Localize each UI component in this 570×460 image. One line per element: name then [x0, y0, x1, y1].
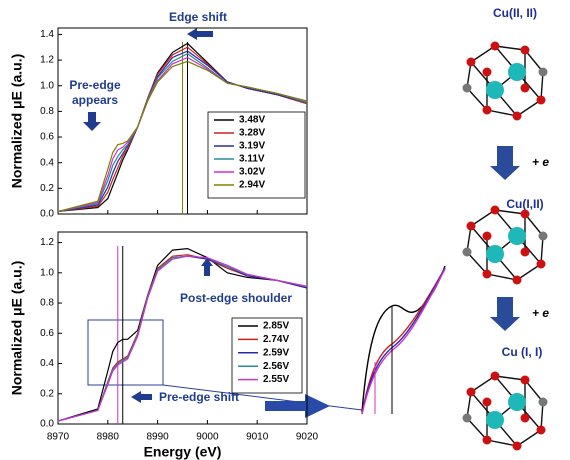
annotation: Pre-edge shift	[159, 390, 239, 404]
annotation: appears	[72, 93, 118, 107]
annotation: Post-edge shoulder	[180, 291, 292, 305]
page: {"chart_data": [ {"type": "line", "ylabe…	[0, 0, 570, 460]
y-tick-label: 1.2	[40, 55, 54, 66]
y-axis-label: Normalized μE (a.u.)	[9, 54, 25, 189]
cluster	[463, 206, 548, 285]
y-tick-label: 1.4	[40, 29, 54, 40]
y-tick-label: 0.8	[40, 106, 54, 117]
y-tick-label: 0.6	[40, 328, 54, 339]
state-label: Cu(I,II)	[506, 197, 543, 211]
legend-label: 2.55V	[263, 374, 289, 385]
y-tick-label: 0.8	[40, 298, 54, 309]
annotation: Pre-edge	[69, 78, 121, 92]
x-tick-label: 9020	[296, 432, 319, 443]
legend-label: 2.59V	[263, 347, 289, 358]
step-label: + e	[532, 306, 549, 320]
arrow	[187, 28, 213, 40]
arrow	[490, 297, 520, 331]
cluster	[463, 42, 548, 121]
x-tick-label: 9010	[246, 432, 269, 443]
y-tick-label: 0.6	[40, 132, 54, 143]
y-tick-label: 0.2	[40, 388, 54, 399]
y-tick-label: 0.4	[40, 157, 54, 168]
arrow	[490, 146, 520, 180]
y-tick-label: 1.0	[40, 80, 54, 91]
y-tick-label: 0.4	[40, 358, 54, 369]
arrow	[131, 391, 152, 403]
legend-label: 2.56V	[263, 361, 289, 372]
zoom-box	[88, 320, 163, 385]
y-tick-label: 0.0	[40, 209, 54, 220]
zoom-inset	[362, 266, 445, 414]
step-label: + e	[532, 155, 549, 169]
legend-label: 2.85V	[263, 321, 289, 332]
arrow	[265, 394, 330, 418]
y-tick-label: 0.0	[40, 419, 54, 430]
y-axis-label: Normalized μE (a.u.)	[9, 261, 25, 396]
legend-label: 2.74V	[263, 334, 289, 345]
legend-label: 3.19V	[239, 141, 265, 152]
x-tick-label: 8990	[146, 432, 169, 443]
x-tick-label: 8970	[47, 432, 70, 443]
legend-label: 3.28V	[239, 128, 265, 139]
x-axis-label: Energy (eV)	[144, 444, 222, 460]
cluster	[463, 372, 548, 451]
legend-label: 3.48V	[239, 115, 265, 126]
legend-label: 3.11V	[239, 154, 265, 165]
annotation: Edge shift	[169, 10, 227, 24]
x-tick-label: 9000	[196, 432, 219, 443]
figure: Edge shift Pre-edge appears Post-edge sh…	[0, 0, 570, 460]
x-tick-label: 8980	[97, 432, 120, 443]
state-label: Cu (I, I)	[502, 345, 543, 359]
y-tick-label: 1.0	[40, 267, 54, 278]
y-tick-label: 1.2	[40, 237, 54, 248]
legend-label: 3.02V	[239, 167, 265, 178]
state-label: Cu(II, II)	[493, 6, 537, 20]
arrow	[83, 112, 101, 131]
y-tick-label: 0.2	[40, 183, 54, 194]
legend-label: 2.94V	[239, 180, 265, 191]
